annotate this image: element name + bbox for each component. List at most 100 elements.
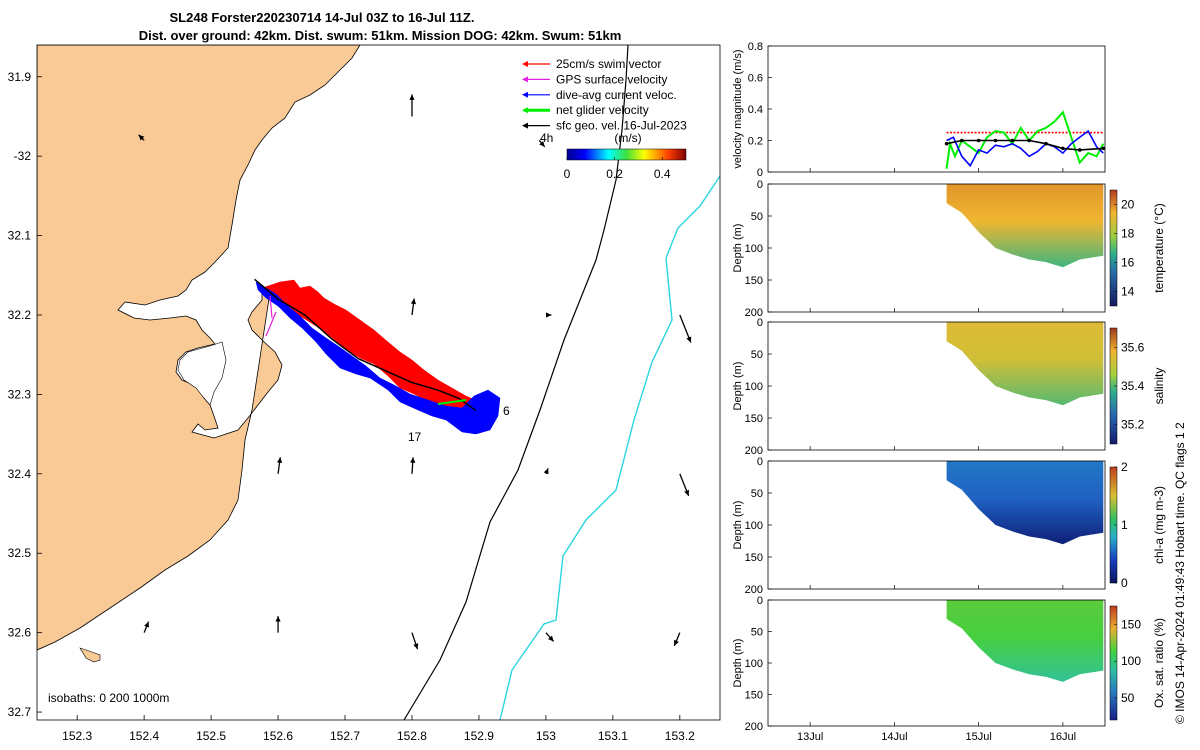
title-line-2: Dist. over ground: 42km. Dist. swum: 51k… bbox=[139, 28, 622, 43]
legend-label: GPS surface velocity bbox=[556, 72, 667, 86]
map-x-tick-label: 153.1 bbox=[598, 729, 628, 743]
annotation-6: 6 bbox=[503, 404, 510, 418]
map-x-tick-label: 152.3 bbox=[62, 729, 92, 743]
velocity-point bbox=[1027, 138, 1031, 143]
temperature-panel: 0 50 100 150 200 Depth (m) 14 16 18 20 temperature… bbox=[732, 179, 1166, 319]
temperature-y-tick-label: 150 bbox=[745, 275, 763, 287]
land-mass bbox=[37, 45, 361, 651]
map-y-tick-label: 32.6 bbox=[8, 626, 32, 640]
velocity-y-tick-label: 0.6 bbox=[748, 73, 763, 85]
velocity-frame bbox=[767, 45, 1106, 173]
velocity-series-line bbox=[946, 129, 1104, 168]
geo-velocity-arrowhead bbox=[686, 336, 692, 343]
lagoon bbox=[177, 341, 227, 406]
salinity-y-tick-label: 200 bbox=[745, 445, 763, 457]
temperature-ylabel: Depth (m) bbox=[732, 224, 744, 273]
map-y-tick-label: 32.7 bbox=[8, 705, 32, 719]
oxygen-y-tick-label: 200 bbox=[745, 721, 763, 733]
salinity-colorbar-tick-label: 35.2 bbox=[1121, 418, 1145, 432]
current-vector-cloud bbox=[255, 281, 501, 435]
legend-label: sfc geo. vel. 16-Jul-2023 bbox=[556, 119, 687, 133]
glider-track bbox=[254, 278, 501, 435]
map-x-tick-label: 153 bbox=[536, 729, 556, 743]
gps-velocity-arrow bbox=[265, 311, 277, 337]
geo-velocity-arrows bbox=[138, 94, 692, 650]
salinity-y-tick-label: 0 bbox=[757, 317, 763, 329]
salinity-colorbar-label: salinity bbox=[1152, 368, 1166, 405]
geo-velocity-arrowhead bbox=[413, 643, 419, 650]
salinity-section-fill bbox=[946, 322, 1104, 406]
temperature-section-fill bbox=[946, 184, 1104, 268]
date-x-tick-label: 16Jul bbox=[1050, 731, 1076, 743]
date-x-tick-label: 15Jul bbox=[965, 731, 991, 743]
geo-velocity-arrowhead bbox=[410, 457, 416, 463]
legend-label: net glider velocity bbox=[556, 103, 649, 117]
colorbar-gradient bbox=[566, 148, 687, 161]
map-x-tick-label: 152.5 bbox=[196, 729, 226, 743]
chla-colorbar-tick-label: 1 bbox=[1121, 518, 1128, 532]
map-y-tick-label: 32.1 bbox=[8, 229, 32, 243]
chla-panel: 0 50 100 150 200 Depth (m) 0 1 2 chl-a (mg m-3) bbox=[732, 456, 1166, 596]
salinity-ylabel: Depth (m) bbox=[732, 362, 744, 411]
map-y-tick-label: 32.4 bbox=[8, 467, 32, 481]
chla-section-fill bbox=[946, 461, 1104, 545]
salinity-y-tick-label: 50 bbox=[751, 349, 763, 361]
map-x-tick-label: 152.7 bbox=[330, 729, 360, 743]
chla-colorbar-label: chl-a (mg m-3) bbox=[1152, 486, 1166, 564]
salinity-colorbar-tick-label: 35.6 bbox=[1121, 340, 1145, 354]
velocity-point bbox=[1061, 146, 1065, 151]
date-x-tick-label: 14Jul bbox=[881, 731, 907, 743]
temperature-colorbar-tick-label: 16 bbox=[1121, 256, 1135, 270]
velocity-y-tick-label: 0.2 bbox=[748, 136, 763, 148]
velocity-series-line bbox=[946, 139, 1104, 151]
profile-panels: 0 0.2 0.4 0.6 0.8 velocity magnitude (m/s) 0 50… bbox=[732, 41, 1166, 743]
geo-velocity-arrowhead bbox=[275, 616, 281, 622]
map-y-tick-label: 32.3 bbox=[8, 387, 32, 401]
velocity-ylabel: velocity magnitude (m/s) bbox=[732, 49, 744, 168]
salinity-y-tick-label: 100 bbox=[745, 381, 763, 393]
geo-velocity-arrowhead bbox=[673, 639, 679, 646]
map-frame bbox=[36, 44, 721, 721]
oxygen-y-tick-label: 100 bbox=[745, 658, 763, 670]
velocity-point bbox=[959, 138, 964, 143]
chla-ylabel: Depth (m) bbox=[732, 501, 744, 550]
isobath-1000m bbox=[499, 175, 720, 720]
velocity-point bbox=[944, 141, 949, 146]
geo-velocity-arrowhead bbox=[545, 312, 552, 318]
geo-velocity-arrowhead bbox=[684, 489, 690, 496]
salinity-panel: 0 50 100 150 200 Depth (m) 35.2 35.4 35.6 salinit… bbox=[732, 317, 1166, 457]
colorbar-tick-label: 0.2 bbox=[606, 167, 623, 181]
copyright-caption: © IMOS 14-Apr-2024 01:49:43 Hobart time.… bbox=[1173, 422, 1187, 724]
oxygen-y-tick-label: 50 bbox=[751, 627, 763, 639]
temperature-y-tick-label: 200 bbox=[745, 307, 763, 319]
legend-label: dive-avg current veloc. bbox=[556, 88, 677, 102]
oxygen-section-fill bbox=[946, 600, 1104, 682]
map-x-tick-label: 152.9 bbox=[464, 729, 494, 743]
map-x-tick-label: 152.8 bbox=[397, 729, 427, 743]
oxygen-colorbar-tick-label: 100 bbox=[1121, 654, 1141, 668]
legend-arrowhead bbox=[522, 61, 528, 67]
legend-arrowhead bbox=[522, 107, 528, 114]
map-colorbar: (m/s) 0 0.2 0.4 bbox=[564, 131, 687, 181]
map-y-tick-label: 31.9 bbox=[8, 70, 32, 84]
velocity-point bbox=[1044, 141, 1048, 146]
map-y-tick-label: 32.5 bbox=[8, 546, 32, 560]
legend-arrowhead bbox=[522, 122, 528, 129]
map-y-tick-label: 32.2 bbox=[8, 308, 32, 322]
geo-velocity-arrowhead bbox=[539, 141, 545, 147]
gps-velocity-arrow-2 bbox=[269, 295, 273, 319]
chla-y-tick-label: 100 bbox=[745, 520, 763, 532]
temperature-colorbar-tick-label: 14 bbox=[1121, 285, 1135, 299]
velocity-point bbox=[976, 138, 981, 143]
temperature-y-tick-label: 0 bbox=[757, 179, 763, 191]
temperature-colorbar-label: temperature (°C) bbox=[1152, 203, 1166, 293]
temperature-y-tick-label: 50 bbox=[751, 211, 763, 223]
chla-y-tick-label: 50 bbox=[751, 488, 763, 500]
velocity-point bbox=[1077, 148, 1082, 152]
isobaths-label: isobaths: 0 200 1000m bbox=[48, 691, 169, 705]
temperature-colorbar bbox=[1109, 189, 1118, 307]
temperature-y-tick-label: 100 bbox=[745, 243, 763, 255]
velocity-point bbox=[1101, 146, 1106, 151]
oxygen-colorbar-tick-label: 50 bbox=[1121, 691, 1135, 705]
